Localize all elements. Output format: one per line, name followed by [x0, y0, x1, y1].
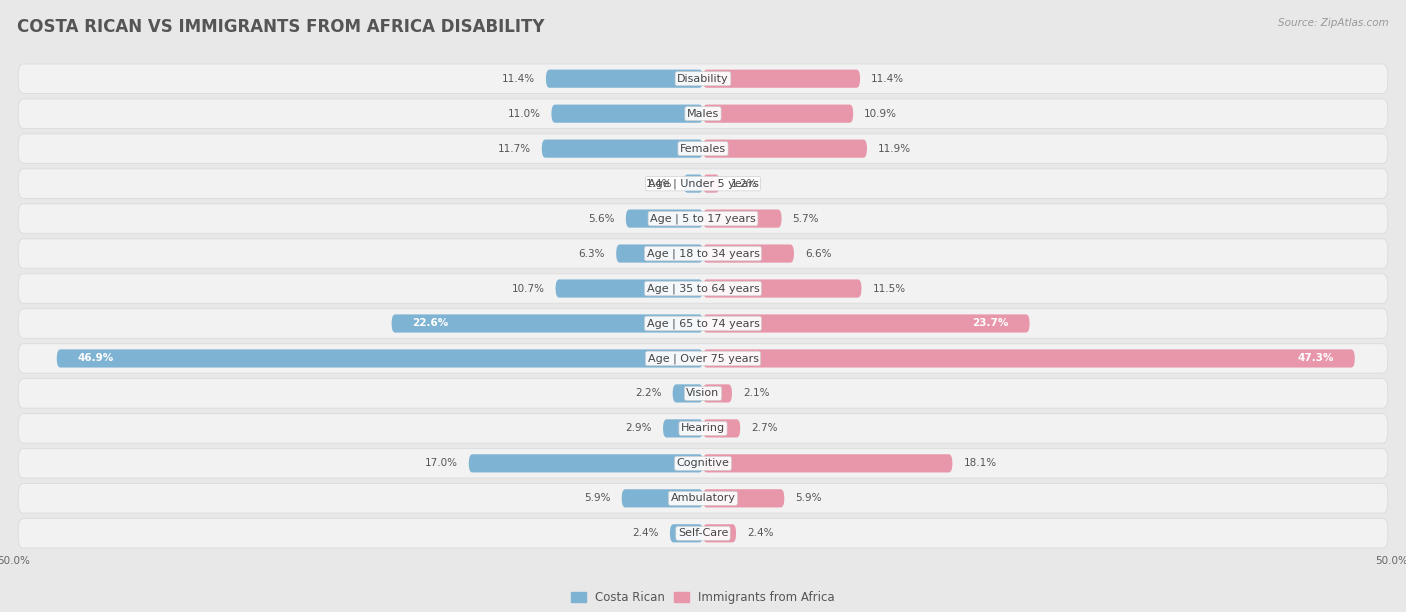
FancyBboxPatch shape: [392, 315, 703, 332]
Text: 11.4%: 11.4%: [502, 73, 534, 84]
FancyBboxPatch shape: [703, 384, 733, 403]
Text: 17.0%: 17.0%: [425, 458, 458, 468]
Text: 47.3%: 47.3%: [1298, 354, 1334, 364]
Text: 1.2%: 1.2%: [731, 179, 756, 188]
FancyBboxPatch shape: [703, 140, 868, 158]
Text: 46.9%: 46.9%: [77, 354, 114, 364]
FancyBboxPatch shape: [18, 344, 1388, 373]
FancyBboxPatch shape: [468, 454, 703, 472]
Text: 5.6%: 5.6%: [588, 214, 614, 223]
Text: Self-Care: Self-Care: [678, 528, 728, 539]
FancyBboxPatch shape: [18, 64, 1388, 94]
Text: Males: Males: [688, 109, 718, 119]
Text: Disability: Disability: [678, 73, 728, 84]
Text: 11.7%: 11.7%: [498, 144, 531, 154]
Text: 2.4%: 2.4%: [633, 528, 659, 539]
FancyBboxPatch shape: [18, 449, 1388, 478]
FancyBboxPatch shape: [18, 379, 1388, 408]
FancyBboxPatch shape: [664, 419, 703, 438]
FancyBboxPatch shape: [703, 419, 740, 438]
FancyBboxPatch shape: [18, 274, 1388, 303]
Text: 11.4%: 11.4%: [872, 73, 904, 84]
Text: Age | 35 to 64 years: Age | 35 to 64 years: [647, 283, 759, 294]
Text: Age | Under 5 years: Age | Under 5 years: [648, 178, 758, 189]
FancyBboxPatch shape: [703, 105, 853, 123]
FancyBboxPatch shape: [621, 489, 703, 507]
Text: Age | Over 75 years: Age | Over 75 years: [648, 353, 758, 364]
FancyBboxPatch shape: [541, 140, 703, 158]
Text: 5.9%: 5.9%: [583, 493, 610, 503]
FancyBboxPatch shape: [703, 280, 862, 297]
Text: 6.6%: 6.6%: [806, 248, 831, 258]
Text: 18.1%: 18.1%: [963, 458, 997, 468]
FancyBboxPatch shape: [18, 414, 1388, 443]
FancyBboxPatch shape: [18, 134, 1388, 163]
FancyBboxPatch shape: [683, 174, 703, 193]
Text: Source: ZipAtlas.com: Source: ZipAtlas.com: [1278, 18, 1389, 28]
Text: Ambulatory: Ambulatory: [671, 493, 735, 503]
Text: Cognitive: Cognitive: [676, 458, 730, 468]
Text: Vision: Vision: [686, 389, 720, 398]
Text: 2.9%: 2.9%: [626, 424, 652, 433]
FancyBboxPatch shape: [555, 280, 703, 297]
Text: 1.4%: 1.4%: [647, 179, 672, 188]
FancyBboxPatch shape: [703, 244, 794, 263]
FancyBboxPatch shape: [18, 99, 1388, 129]
Text: Age | 65 to 74 years: Age | 65 to 74 years: [647, 318, 759, 329]
Text: 23.7%: 23.7%: [973, 318, 1010, 329]
FancyBboxPatch shape: [626, 209, 703, 228]
Text: 10.7%: 10.7%: [512, 283, 544, 294]
FancyBboxPatch shape: [703, 209, 782, 228]
FancyBboxPatch shape: [546, 70, 703, 88]
FancyBboxPatch shape: [703, 174, 720, 193]
Text: 5.7%: 5.7%: [793, 214, 820, 223]
Text: COSTA RICAN VS IMMIGRANTS FROM AFRICA DISABILITY: COSTA RICAN VS IMMIGRANTS FROM AFRICA DI…: [17, 18, 544, 36]
FancyBboxPatch shape: [669, 524, 703, 542]
Text: 11.5%: 11.5%: [873, 283, 905, 294]
FancyBboxPatch shape: [56, 349, 703, 368]
FancyBboxPatch shape: [551, 105, 703, 123]
Text: 2.7%: 2.7%: [751, 424, 778, 433]
Text: 2.4%: 2.4%: [747, 528, 773, 539]
Text: 22.6%: 22.6%: [412, 318, 449, 329]
FancyBboxPatch shape: [672, 384, 703, 403]
FancyBboxPatch shape: [703, 454, 952, 472]
Text: 6.3%: 6.3%: [579, 248, 605, 258]
FancyBboxPatch shape: [703, 349, 1355, 368]
FancyBboxPatch shape: [18, 518, 1388, 548]
Text: 2.1%: 2.1%: [742, 389, 769, 398]
Text: 5.9%: 5.9%: [796, 493, 823, 503]
Text: 10.9%: 10.9%: [865, 109, 897, 119]
FancyBboxPatch shape: [703, 315, 1029, 332]
FancyBboxPatch shape: [18, 204, 1388, 233]
FancyBboxPatch shape: [703, 524, 737, 542]
Legend: Costa Rican, Immigrants from Africa: Costa Rican, Immigrants from Africa: [567, 586, 839, 608]
FancyBboxPatch shape: [616, 244, 703, 263]
Text: Age | 18 to 34 years: Age | 18 to 34 years: [647, 248, 759, 259]
FancyBboxPatch shape: [703, 489, 785, 507]
FancyBboxPatch shape: [18, 309, 1388, 338]
FancyBboxPatch shape: [18, 169, 1388, 198]
Text: Hearing: Hearing: [681, 424, 725, 433]
FancyBboxPatch shape: [18, 239, 1388, 268]
FancyBboxPatch shape: [18, 483, 1388, 513]
Text: 11.0%: 11.0%: [508, 109, 540, 119]
Text: Females: Females: [681, 144, 725, 154]
FancyBboxPatch shape: [703, 70, 860, 88]
Text: 2.2%: 2.2%: [636, 389, 662, 398]
Text: Age | 5 to 17 years: Age | 5 to 17 years: [650, 214, 756, 224]
Text: 11.9%: 11.9%: [877, 144, 911, 154]
